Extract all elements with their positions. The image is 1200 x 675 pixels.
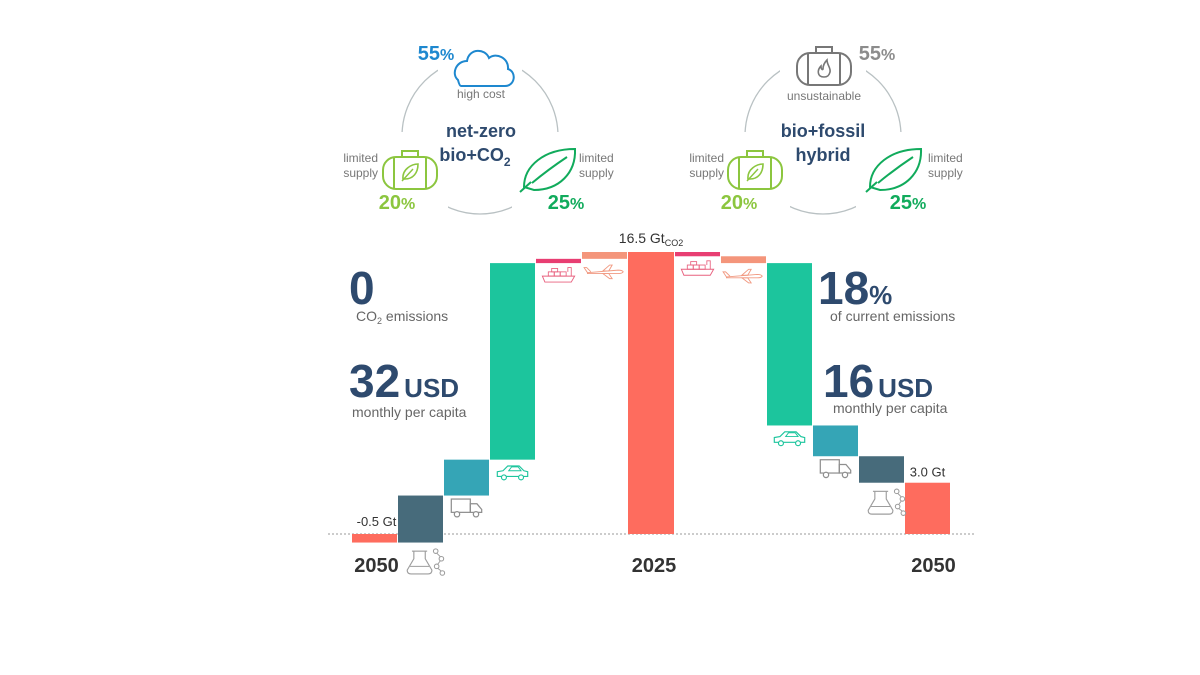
bar-2025-total xyxy=(628,252,674,534)
ship-icon xyxy=(680,260,715,276)
top-share: 55% xyxy=(418,43,454,65)
right-share: 25% xyxy=(548,192,584,214)
bar-left-road-passenger xyxy=(490,263,535,460)
bar-left-aviation xyxy=(582,252,627,259)
cost-label: monthly per capita xyxy=(352,404,467,420)
scenario-title-line1: bio+fossil xyxy=(781,121,866,141)
flask-icon xyxy=(406,548,446,576)
emissions-label: CO2 emissions xyxy=(356,308,448,326)
airplane-icon xyxy=(722,268,763,284)
scenario-hybrid: 55% unsustainable bio+fossil hybrid limi… xyxy=(689,34,963,218)
bar-right-road-passenger xyxy=(767,263,812,426)
right-share: 25% xyxy=(890,192,926,214)
top-share: 55% xyxy=(859,43,895,65)
flask-icon xyxy=(867,488,907,517)
scenario-title-line1: net-zero xyxy=(446,121,516,141)
start-value-label: 16.5 GtCO2 xyxy=(619,230,683,248)
right-end-value-label: 3.0 Gt xyxy=(910,465,946,480)
right-note-1: limited xyxy=(928,151,963,165)
car-icon xyxy=(496,465,529,481)
airplane-icon xyxy=(583,264,624,280)
waterfall-chart: 16.5 GtCO2 -0.5 Gt 3.0 Gt 2050 2025 2050 xyxy=(328,230,976,577)
scenario-title-line2: bio+CO2 xyxy=(439,145,511,169)
right-note-2: supply xyxy=(928,166,963,180)
left-note-2: supply xyxy=(689,166,724,180)
emissions-value: 18% xyxy=(818,262,892,314)
bar-right-chemicals xyxy=(859,456,904,483)
left-share: 20% xyxy=(379,192,415,214)
bar-right-2050-total xyxy=(905,482,950,534)
left-note-1: limited xyxy=(689,151,724,165)
emissions-value: 0 xyxy=(349,262,375,314)
bar-left-shipping xyxy=(536,258,581,264)
cost-label: monthly per capita xyxy=(833,400,948,416)
bar-left-road-freight xyxy=(444,459,489,496)
start-year-label: 2025 xyxy=(632,555,677,577)
car-icon xyxy=(773,431,806,447)
right-note-2: supply xyxy=(579,166,614,180)
net-zero-stats: 0 CO2 emissions 32 USD monthly per capita xyxy=(349,262,467,420)
scenario-net-zero: 55% high cost net-zero bio+CO2 limited s… xyxy=(343,34,614,218)
hybrid-stats: 18% of current emissions 16 USD monthly p… xyxy=(818,262,955,416)
bar-right-road-freight xyxy=(813,425,858,457)
bar-left-chemicals xyxy=(398,495,443,543)
emissions-label: of current emissions xyxy=(830,308,955,324)
right-note-1: limited xyxy=(579,151,614,165)
right-year-label: 2050 xyxy=(911,555,956,577)
left-note-2: supply xyxy=(343,166,378,180)
ship-icon xyxy=(541,267,576,283)
left-year-label: 2050 xyxy=(354,555,399,577)
top-note: unsustainable xyxy=(787,89,861,103)
left-note-1: limited xyxy=(343,151,378,165)
cost-value: 32 USD xyxy=(349,355,459,407)
left-share: 20% xyxy=(721,192,757,214)
bar-left-2050-total xyxy=(352,534,397,543)
top-note: high cost xyxy=(457,87,506,101)
truck-icon xyxy=(450,498,483,518)
left-end-value-label: -0.5 Gt xyxy=(357,514,397,529)
bar-right-aviation xyxy=(721,256,766,264)
cost-value: 16 USD xyxy=(823,355,933,407)
scenario-title-line2: hybrid xyxy=(795,145,850,165)
truck-icon xyxy=(819,459,852,479)
bar-right-shipping xyxy=(675,252,720,257)
